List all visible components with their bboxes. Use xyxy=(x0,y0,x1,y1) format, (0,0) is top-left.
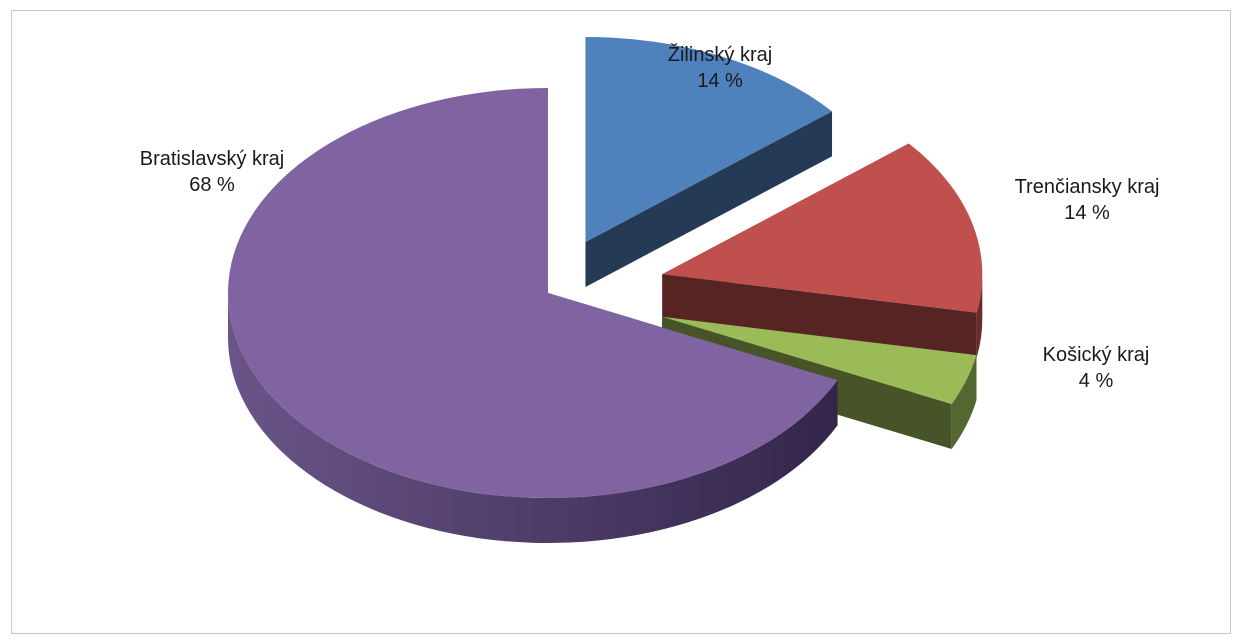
slice-name-label: Košický kraj xyxy=(1043,344,1150,366)
slice-value-label: 14 % xyxy=(1064,202,1110,224)
chart-frame: Žilinský kraj 14 % Trenčiansky kraj 14 % Koš… xyxy=(11,10,1231,634)
slice-name-label: Bratislavský kraj xyxy=(140,148,284,170)
slice-value-label: 4 % xyxy=(1079,370,1114,392)
slice-value-label: 68 % xyxy=(189,174,235,196)
slice-name-label: Trenčiansky kraj xyxy=(1015,176,1160,198)
slice-name-label: Žilinský kraj xyxy=(668,43,772,66)
pie-slice-0 xyxy=(585,36,833,287)
pie-slice-3 xyxy=(227,88,838,543)
pie-slice-1 xyxy=(662,143,983,358)
pie-chart: Žilinský kraj 14 % Trenčiansky kraj 14 % Koš… xyxy=(140,36,1160,543)
slice-value-label: 14 % xyxy=(697,70,743,92)
